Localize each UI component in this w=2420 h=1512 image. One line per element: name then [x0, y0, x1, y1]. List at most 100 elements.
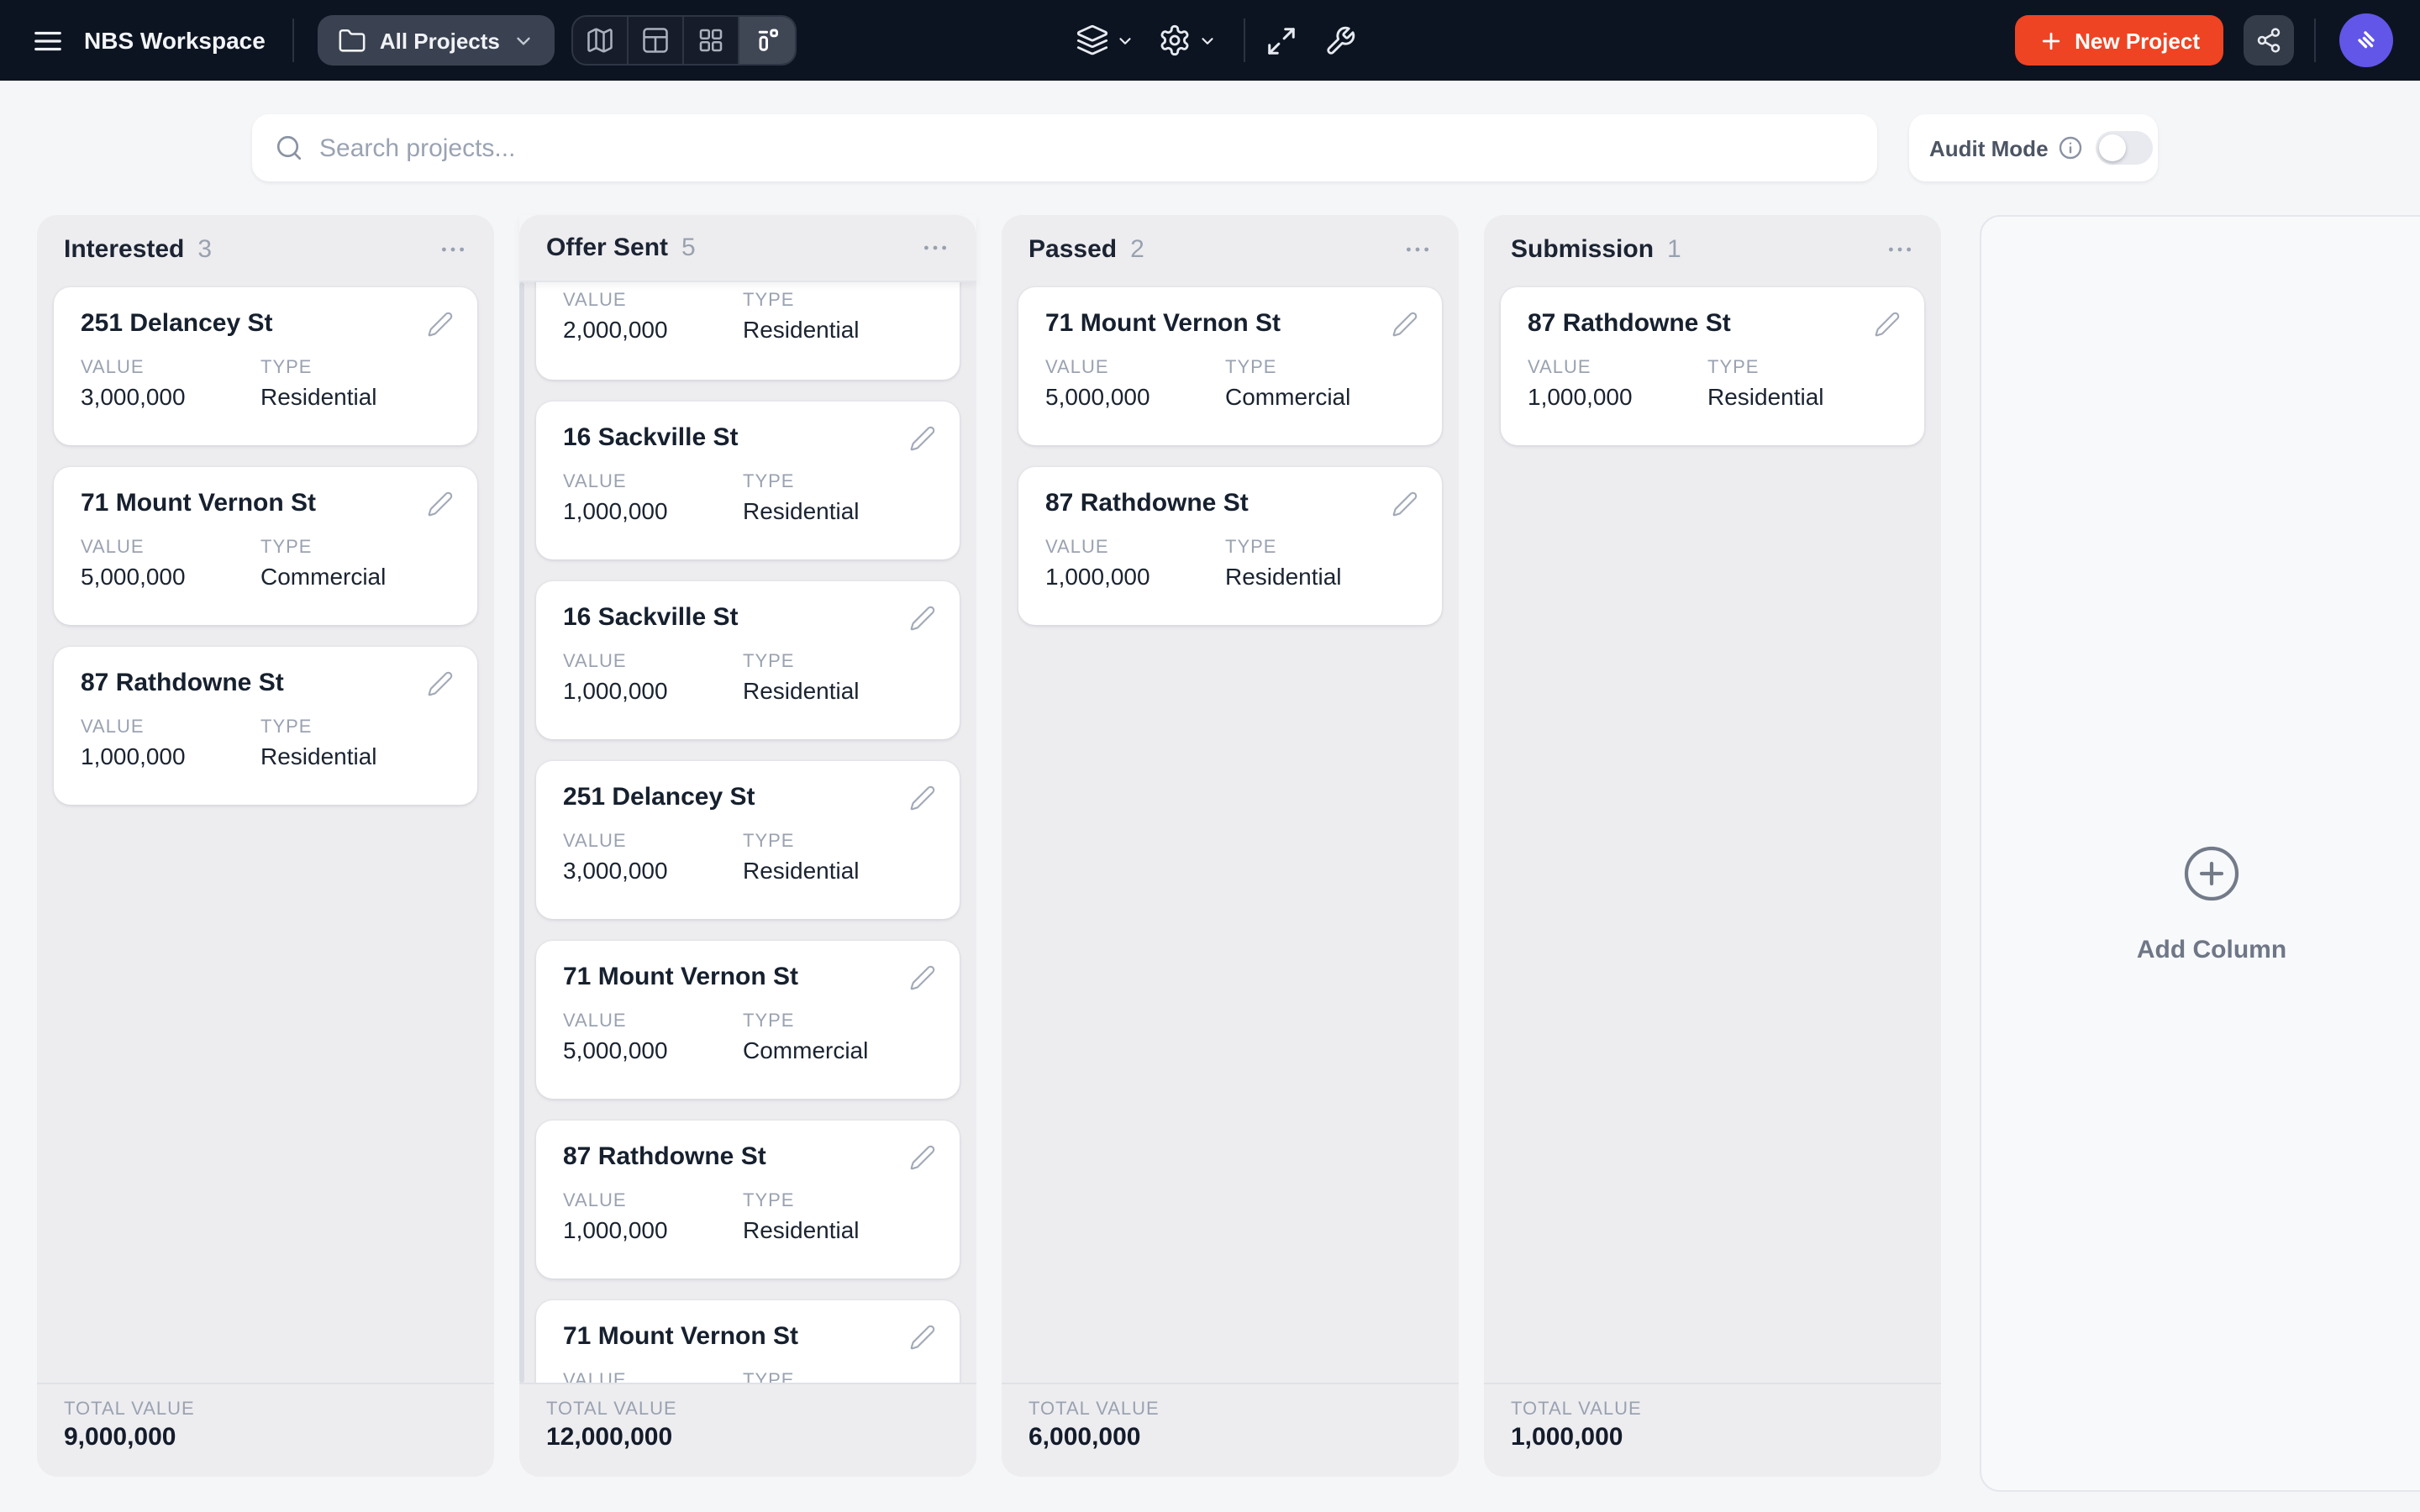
edit-pencil-icon[interactable]: [427, 491, 454, 517]
value-label: VALUE: [563, 1011, 627, 1032]
column-menu-button[interactable]: [1886, 234, 1914, 263]
column-header: Submission 1: [1484, 215, 1941, 282]
grid-view-button[interactable]: [685, 17, 740, 64]
hamburger-menu-icon[interactable]: [27, 20, 67, 60]
search-input[interactable]: [252, 114, 1877, 181]
column-header: Offer Sent 5: [519, 215, 976, 282]
kanban-view-button[interactable]: [739, 17, 796, 64]
value-label: VALUE: [563, 652, 627, 672]
card-fields: VALUE 1,000,000 TYPE Residential: [563, 652, 936, 704]
edit-pencil-icon[interactable]: [909, 425, 936, 452]
card-title-row: 87 Rathdowne St: [81, 669, 454, 699]
project-card[interactable]: VALUE 2,000,000 TYPE Residential: [536, 282, 960, 380]
fullscreen-button[interactable]: [1265, 24, 1297, 56]
card-title: 71 Mount Vernon St: [1045, 309, 1281, 338]
add-column-panel[interactable]: Add Column: [1980, 215, 2420, 1492]
layers-dropdown-button[interactable]: [1076, 24, 1134, 57]
edit-pencil-icon[interactable]: [1392, 311, 1418, 338]
type-label: TYPE: [1225, 358, 1277, 378]
audit-mode-toggle[interactable]: [2095, 131, 2153, 165]
edit-pencil-icon[interactable]: [909, 1324, 936, 1351]
type-label: TYPE: [260, 717, 313, 738]
card-fields: VALUE 1,000,000 TYPE Residential: [1528, 358, 1901, 410]
column-card-list: 71 Mount Vernon St VALUE 5,000,000 TYPE …: [1002, 282, 1459, 1383]
value-label: VALUE: [563, 291, 627, 311]
project-card[interactable]: 87 Rathdowne St VALUE 1,000,000 TYPE Res…: [54, 647, 477, 805]
value-field: VALUE 3,000,000: [563, 832, 743, 884]
edit-pencil-icon[interactable]: [427, 311, 454, 338]
card-title-row: 71 Mount Vernon St: [563, 963, 936, 993]
board-column: Interested 3 251 Delancey St VALUE 3,000…: [37, 215, 494, 1477]
edit-pencil-icon[interactable]: [1874, 311, 1901, 338]
edit-pencil-icon[interactable]: [909, 964, 936, 991]
type-label: TYPE: [743, 832, 795, 852]
project-card[interactable]: 87 Rathdowne St VALUE 1,000,000 TYPE Res…: [536, 1121, 960, 1278]
edit-pencil-icon[interactable]: [427, 670, 454, 697]
project-card[interactable]: 71 Mount Vernon St VALUE 5,000,000 TYPE …: [536, 941, 960, 1099]
card-title-row: 71 Mount Vernon St: [563, 1322, 936, 1352]
card-type: Commercial: [260, 563, 387, 590]
project-card[interactable]: 71 Mount Vernon St VALUE 5,000,000 TYPE …: [54, 467, 477, 625]
card-fields: VALUE 5,000,000 TYPE Commercial: [563, 1011, 936, 1063]
column-title: Submission: [1511, 234, 1655, 263]
column-menu-button[interactable]: [921, 234, 950, 262]
card-value: 1,000,000: [81, 743, 186, 769]
tools-button[interactable]: [1324, 24, 1356, 56]
workspace-title: NBS Workspace: [84, 27, 266, 54]
new-project-button[interactable]: New Project: [2014, 15, 2223, 66]
project-card[interactable]: 87 Rathdowne St VALUE 1,000,000 TYPE Res…: [1018, 467, 1442, 625]
type-field: TYPE Residential: [743, 291, 936, 343]
edit-pencil-icon[interactable]: [1392, 491, 1418, 517]
table-view-button[interactable]: [629, 17, 685, 64]
column-scrollbar[interactable]: [519, 282, 524, 1383]
card-title: 71 Mount Vernon St: [81, 489, 317, 517]
project-card[interactable]: 251 Delancey St VALUE 3,000,000 TYPE Res…: [54, 287, 477, 445]
card-fields: VALUE 3,000,000 TYPE Residential: [563, 832, 936, 884]
project-card[interactable]: 87 Rathdowne St VALUE 1,000,000 TYPE Res…: [1501, 287, 1924, 445]
card-fields: VALUE 1,000,000 TYPE Residential: [563, 472, 936, 524]
share-button[interactable]: [2244, 15, 2294, 66]
edit-pencil-icon[interactable]: [909, 1144, 936, 1171]
total-value: 6,000,000: [1028, 1423, 1141, 1452]
card-fields: VALUE 1,000,000 TYPE Residential: [81, 717, 454, 769]
card-type: Residential: [260, 743, 377, 769]
account-avatar[interactable]: [2339, 13, 2393, 67]
card-type: Commercial: [743, 1037, 869, 1063]
column-menu-button[interactable]: [439, 234, 467, 263]
settings-dropdown-button[interactable]: [1158, 24, 1217, 57]
projects-filter-dropdown[interactable]: All Projects: [317, 15, 555, 66]
brand-logo-icon: [2357, 30, 2374, 48]
value-label: VALUE: [563, 1371, 627, 1383]
value-field: VALUE 1,000,000: [563, 652, 743, 704]
project-card[interactable]: 71 Mount Vernon St VALUE 5,000,000 TYPE …: [1018, 287, 1442, 445]
value-label: VALUE: [81, 717, 145, 738]
board-column: Submission 1 87 Rathdowne St VALUE 1,000…: [1484, 215, 1941, 1477]
value-label: VALUE: [1045, 538, 1109, 558]
chevron-down-icon: [513, 29, 535, 51]
info-icon[interactable]: [2057, 134, 2084, 161]
column-title: Passed: [1028, 234, 1118, 263]
edit-pencil-icon[interactable]: [909, 605, 936, 632]
map-view-button[interactable]: [574, 17, 629, 64]
card-title-row: 87 Rathdowne St: [1045, 489, 1418, 519]
card-title-row: 251 Delancey St: [81, 309, 454, 339]
column-header: Interested 3: [37, 215, 494, 282]
table-icon: [644, 28, 669, 53]
project-card[interactable]: 71 Mount Vernon St VALUE TYPE: [536, 1300, 960, 1383]
card-title: 251 Delancey St: [81, 309, 273, 338]
total-value: 1,000,000: [1511, 1423, 1623, 1452]
top-navbar: NBS Workspace All Projects: [0, 0, 2420, 81]
type-label: TYPE: [1707, 358, 1760, 378]
add-column-label: Add Column: [2136, 936, 2287, 964]
card-fields: VALUE TYPE: [563, 1371, 936, 1383]
total-value-label: TOTAL VALUE: [546, 1399, 677, 1420]
column-footer: TOTAL VALUE 6,000,000: [1002, 1383, 1459, 1477]
chevron-down-icon: [1202, 37, 1213, 44]
column-count: 1: [1667, 234, 1681, 263]
column-menu-button[interactable]: [1403, 234, 1432, 263]
value-field: VALUE 2,000,000: [563, 291, 743, 343]
project-card[interactable]: 16 Sackville St VALUE 1,000,000 TYPE Res…: [536, 402, 960, 559]
edit-pencil-icon[interactable]: [909, 785, 936, 811]
project-card[interactable]: 16 Sackville St VALUE 1,000,000 TYPE Res…: [536, 581, 960, 739]
project-card[interactable]: 251 Delancey St VALUE 3,000,000 TYPE Res…: [536, 761, 960, 919]
